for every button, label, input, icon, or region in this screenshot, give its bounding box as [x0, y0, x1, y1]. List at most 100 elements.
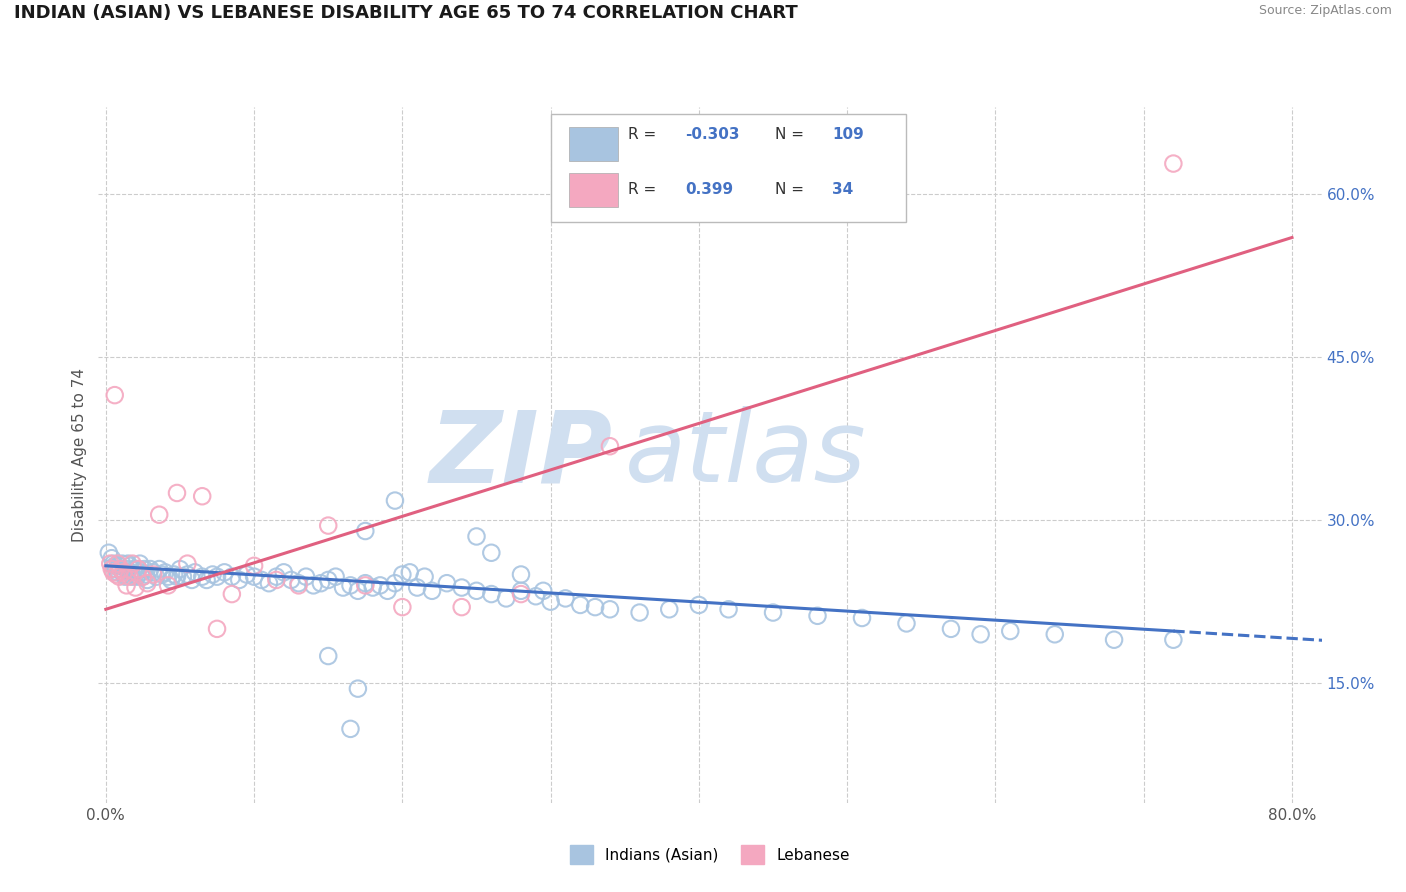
Point	[510, 567, 533, 582]
Point	[103, 566, 125, 580]
Point	[105, 562, 128, 576]
Point	[316, 573, 339, 587]
Point	[153, 566, 176, 580]
Point	[191, 570, 214, 584]
Point	[117, 557, 139, 571]
Point	[124, 567, 146, 582]
FancyBboxPatch shape	[569, 173, 619, 207]
Point	[115, 578, 138, 592]
Point	[103, 557, 125, 571]
Point	[163, 567, 186, 582]
Point	[166, 486, 188, 500]
Point	[368, 578, 391, 592]
Point	[136, 573, 159, 587]
Point	[391, 567, 413, 582]
Point	[806, 608, 828, 623]
Point	[1163, 156, 1185, 170]
Point	[479, 587, 502, 601]
FancyBboxPatch shape	[551, 114, 905, 222]
Point	[169, 562, 191, 576]
Point	[717, 602, 740, 616]
Point	[132, 570, 155, 584]
Point	[107, 566, 129, 580]
Point	[510, 583, 533, 598]
Point	[391, 600, 413, 615]
Point	[142, 566, 165, 580]
FancyBboxPatch shape	[569, 128, 619, 161]
Point	[100, 551, 122, 566]
Point	[125, 570, 148, 584]
Point	[465, 583, 488, 598]
Text: 109: 109	[832, 128, 865, 143]
Point	[107, 557, 129, 571]
Point	[295, 570, 318, 584]
Point	[148, 562, 170, 576]
Text: 34: 34	[832, 182, 853, 197]
Point	[124, 581, 146, 595]
Point	[205, 570, 228, 584]
Point	[221, 570, 243, 584]
Point	[398, 566, 420, 580]
Point	[205, 622, 228, 636]
Point	[599, 439, 621, 453]
Point	[250, 573, 273, 587]
Point	[384, 493, 406, 508]
Point	[628, 606, 651, 620]
Point	[243, 570, 266, 584]
Point	[583, 600, 606, 615]
Point	[112, 566, 135, 580]
Point	[157, 570, 180, 584]
Point	[160, 573, 183, 587]
Point	[280, 573, 302, 587]
Point	[332, 581, 354, 595]
Text: INDIAN (ASIAN) VS LEBANESE DISABILITY AGE 65 TO 74 CORRELATION CHART: INDIAN (ASIAN) VS LEBANESE DISABILITY AG…	[14, 4, 797, 22]
Point	[121, 557, 143, 571]
Point	[339, 722, 361, 736]
Point	[104, 388, 127, 402]
Point	[569, 598, 592, 612]
Point	[495, 591, 517, 606]
Text: N =: N =	[775, 182, 804, 197]
Point	[127, 562, 149, 576]
Point	[122, 562, 145, 576]
Point	[112, 567, 135, 582]
Point	[105, 567, 128, 582]
Point	[287, 578, 309, 592]
Text: -0.303: -0.303	[686, 128, 740, 143]
Point	[214, 566, 236, 580]
Point	[127, 562, 149, 576]
Point	[148, 508, 170, 522]
Point	[257, 576, 280, 591]
Point	[599, 602, 621, 616]
Point	[1043, 627, 1066, 641]
Point	[479, 546, 502, 560]
Point	[115, 562, 138, 576]
Point	[104, 558, 127, 573]
Point	[266, 573, 288, 587]
Point	[201, 567, 224, 582]
Legend: Indians (Asian), Lebanese: Indians (Asian), Lebanese	[562, 838, 858, 871]
Point	[195, 573, 218, 587]
Point	[762, 606, 785, 620]
Point	[420, 583, 443, 598]
Point	[114, 570, 136, 584]
Point	[273, 566, 295, 580]
Point	[139, 562, 162, 576]
Point	[176, 557, 198, 571]
Point	[377, 583, 399, 598]
Point	[145, 570, 167, 584]
Point	[110, 562, 132, 576]
Point	[111, 557, 134, 571]
Point	[120, 566, 142, 580]
Point	[129, 557, 152, 571]
Point	[339, 578, 361, 592]
Point	[316, 518, 339, 533]
Point	[1163, 632, 1185, 647]
Point	[118, 558, 141, 573]
Point	[100, 562, 122, 576]
Point	[121, 570, 143, 584]
Point	[309, 576, 332, 591]
Point	[347, 681, 370, 696]
Point	[176, 567, 198, 582]
Point	[465, 529, 488, 543]
